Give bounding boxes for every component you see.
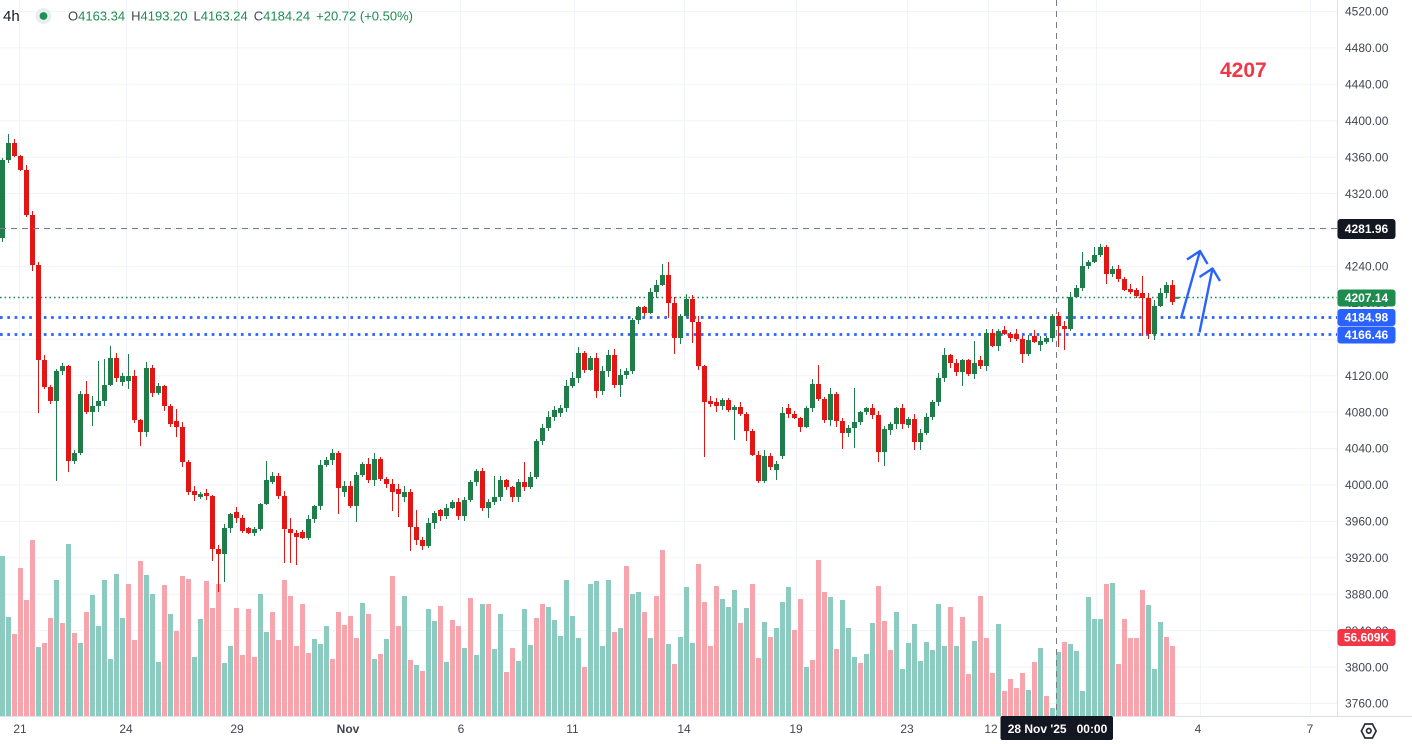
svg-text:4207.14: 4207.14 — [1345, 291, 1389, 305]
svg-text:3920.00: 3920.00 — [1345, 551, 1389, 565]
svg-text:4320.00: 4320.00 — [1345, 187, 1389, 201]
svg-text:29: 29 — [230, 722, 244, 736]
svg-text:3760.00: 3760.00 — [1345, 697, 1389, 711]
svg-text:4400.00: 4400.00 — [1345, 114, 1389, 128]
svg-text:3960.00: 3960.00 — [1345, 515, 1389, 529]
svg-text:4080.00: 4080.00 — [1345, 405, 1389, 419]
svg-text:6: 6 — [458, 722, 465, 736]
svg-text:4440.00: 4440.00 — [1345, 78, 1389, 92]
svg-text:3800.00: 3800.00 — [1345, 660, 1389, 674]
svg-text:4040.00: 4040.00 — [1345, 442, 1389, 456]
svg-text:11: 11 — [566, 722, 579, 736]
svg-text:21: 21 — [13, 722, 27, 736]
svg-text:4207: 4207 — [1220, 59, 1267, 82]
svg-text:4h: 4h — [3, 8, 20, 25]
svg-text:3880.00: 3880.00 — [1345, 587, 1389, 601]
svg-text:24: 24 — [119, 722, 133, 736]
svg-text:4480.00: 4480.00 — [1345, 41, 1389, 55]
svg-text:28 Nov '25 00:00: 28 Nov '25 00:00 — [1008, 722, 1108, 736]
svg-text:14: 14 — [677, 722, 691, 736]
svg-text:12: 12 — [984, 722, 998, 736]
svg-text:23: 23 — [900, 722, 914, 736]
svg-text:4240.00: 4240.00 — [1345, 260, 1389, 274]
svg-text:19: 19 — [789, 722, 803, 736]
svg-text:56.609K: 56.609K — [1344, 631, 1390, 645]
svg-text:4166.46: 4166.46 — [1345, 328, 1389, 342]
svg-text:4184.98: 4184.98 — [1345, 311, 1389, 325]
svg-text:4: 4 — [1195, 722, 1202, 736]
svg-text:4120.00: 4120.00 — [1345, 369, 1389, 383]
svg-text:Nov: Nov — [337, 722, 360, 736]
svg-text:4000.00: 4000.00 — [1345, 478, 1389, 492]
svg-text:7: 7 — [1307, 722, 1314, 736]
svg-text:4520.00: 4520.00 — [1345, 5, 1389, 19]
svg-text:4360.00: 4360.00 — [1345, 150, 1389, 164]
svg-text:4281.96: 4281.96 — [1345, 222, 1389, 236]
